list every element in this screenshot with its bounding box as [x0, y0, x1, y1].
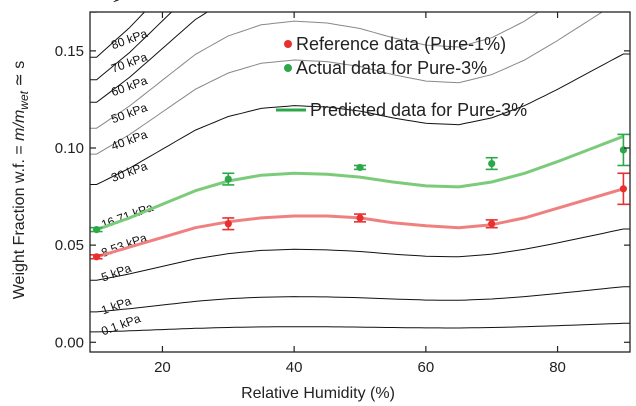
tick-layer: 20 40 60 80 0.00 0.05 0.10 0.15	[55, 12, 630, 376]
legend-label: Actual data for Pure-3%	[296, 58, 487, 78]
y-axis-title-text: Weight Fraction w.f. =	[11, 141, 28, 299]
y-axis-title-rest: ≃ s	[11, 61, 28, 91]
x-tick-label: 60	[418, 359, 435, 376]
x-tick-label: 80	[549, 359, 566, 376]
data-point	[488, 159, 496, 168]
legend-label: Predicted data for Pure-3%	[310, 100, 527, 120]
data-point	[92, 253, 101, 261]
plot-frame	[89, 11, 631, 353]
x-tick-label: 20	[154, 359, 171, 376]
isobar-line	[90, 53, 630, 185]
x-tick-label: 40	[286, 359, 303, 376]
data-point	[619, 185, 628, 193]
isobar-line	[90, 286, 630, 313]
isobar-line	[90, 12, 540, 129]
legend-marker	[284, 64, 292, 72]
y-tick-label: 0.00	[55, 334, 84, 351]
y-tick-label: 0.10	[55, 140, 84, 157]
data-point	[356, 214, 364, 222]
isobar-line	[90, 12, 209, 103]
y-tick-label: 0.05	[55, 237, 84, 254]
isobar-line	[90, 322, 630, 333]
y-axis-title-sub: wet	[17, 90, 31, 109]
data-point	[224, 220, 232, 228]
y-tick-label: 0.15	[55, 43, 84, 60]
legend-marker	[284, 40, 292, 48]
legend-label: Reference data (Pure-1%)	[296, 34, 506, 54]
isobar-line	[90, 228, 630, 281]
data-point	[224, 175, 232, 183]
fit-curve	[96, 134, 624, 232]
y-axis-title-m: m/m	[11, 110, 28, 141]
data-point	[488, 220, 496, 228]
data-point	[356, 163, 364, 172]
data-point	[92, 226, 101, 234]
legend: Reference data (Pure-1%) Actual data for …	[276, 34, 527, 120]
isobar-line	[90, 12, 604, 155]
x-axis-title: Relative Humidity (%)	[241, 385, 395, 402]
y-axis-title: Weight Fraction w.f. = m/mwet ≃ s	[11, 61, 31, 300]
